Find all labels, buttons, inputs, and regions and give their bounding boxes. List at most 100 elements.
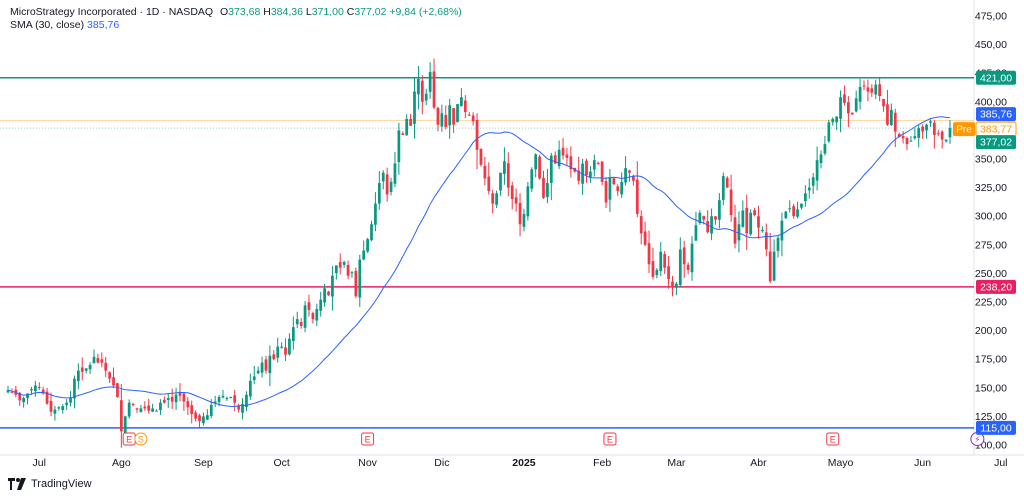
candle-body xyxy=(178,391,182,396)
candle-body xyxy=(315,308,319,321)
candle-body xyxy=(499,172,502,191)
candle-body xyxy=(162,399,166,403)
candle-body xyxy=(151,408,154,412)
legend-c-value: 377,02 xyxy=(354,6,387,18)
brand-label: TradingView xyxy=(31,478,92,490)
candle-body xyxy=(440,113,444,127)
candle-body xyxy=(135,408,139,410)
price-tick-label: 450,00 xyxy=(975,39,1007,51)
candle-body xyxy=(237,405,240,410)
price-tick-label: 300,00 xyxy=(975,211,1007,223)
candle-body xyxy=(792,206,796,217)
price-tick-label: 150,00 xyxy=(975,382,1007,394)
time-tick-label: 2025 xyxy=(512,457,536,469)
legend-o-value: 373,68 xyxy=(228,6,261,18)
candle-body xyxy=(518,202,522,225)
candle-body xyxy=(870,88,874,93)
candle-body xyxy=(182,393,186,402)
candle-body xyxy=(284,347,287,355)
candle-body xyxy=(22,398,26,403)
candle-body xyxy=(526,186,530,217)
candle-body xyxy=(800,203,803,208)
candle-body xyxy=(929,121,932,123)
candle-body xyxy=(245,394,248,408)
candle-body xyxy=(366,239,369,252)
candle-body xyxy=(608,177,612,200)
candle-body xyxy=(604,181,608,203)
candle-body xyxy=(174,394,178,403)
candle-body xyxy=(882,98,885,107)
time-tick-label: Abr xyxy=(750,457,767,469)
candle-body xyxy=(577,170,581,181)
time-tick-label: Mar xyxy=(667,457,686,469)
candle-body xyxy=(878,84,882,97)
candle-body xyxy=(18,392,22,401)
earnings-icon xyxy=(361,432,375,446)
candle-body xyxy=(69,398,72,403)
candle-body xyxy=(131,404,135,406)
candle-body xyxy=(452,108,455,125)
candle-body xyxy=(88,364,92,370)
candle-body xyxy=(467,114,471,116)
price-tick-label: 400,00 xyxy=(975,96,1007,108)
candle-body xyxy=(725,177,729,188)
candle-body xyxy=(671,281,674,288)
support-badge xyxy=(976,279,1016,294)
candle-body xyxy=(635,179,639,214)
last-price-badge-label: 377,02 xyxy=(980,137,1012,149)
candle-body xyxy=(702,216,706,220)
legend-sma-value: 385,76 xyxy=(87,19,120,31)
candle-body xyxy=(807,187,811,191)
candle-body xyxy=(202,416,205,424)
candle-body xyxy=(776,237,780,251)
legend-o-label: O xyxy=(220,6,229,18)
candle-body xyxy=(116,383,119,397)
candle-body xyxy=(643,231,647,245)
candle-body xyxy=(706,221,710,233)
candle-body xyxy=(268,355,272,373)
candle-body xyxy=(139,408,143,413)
candle-body xyxy=(331,275,334,297)
candle-body xyxy=(389,181,393,192)
candle-body xyxy=(377,183,381,204)
candle-body xyxy=(280,346,283,348)
earnings-icon-letter: E xyxy=(830,435,836,445)
candle-body xyxy=(589,171,592,178)
candle-body xyxy=(73,378,76,399)
candle-body xyxy=(299,322,303,327)
candle-body xyxy=(405,118,409,136)
candle-body xyxy=(534,154,538,170)
candle-body xyxy=(780,220,784,241)
earnings-icon xyxy=(603,432,617,446)
candle-body xyxy=(307,302,311,311)
candle-body xyxy=(385,174,389,195)
candle-body xyxy=(370,224,373,241)
pre-badge-label: 383,77 xyxy=(980,124,1012,136)
candle-body xyxy=(205,415,209,420)
candle-body xyxy=(233,395,237,403)
candle-body xyxy=(76,370,80,382)
candle-body xyxy=(506,163,510,188)
candle-body xyxy=(948,128,952,138)
candle-body xyxy=(225,398,229,400)
candle-body xyxy=(381,172,385,182)
time-axis[interactable]: Jul Ago Sep Oct Nov Dic 2025 Feb Mar Abr Mayo Jun Ju… xyxy=(33,457,1008,469)
candle-body xyxy=(913,136,917,139)
price-tick-label: 325,00 xyxy=(975,182,1007,194)
last-price-badge xyxy=(976,135,1016,150)
candle-body xyxy=(428,72,432,92)
candle-body xyxy=(847,102,850,114)
candle-body xyxy=(92,356,96,364)
candle-body xyxy=(393,163,397,184)
candle-body xyxy=(784,211,788,219)
candle-body xyxy=(620,181,624,195)
price-tick-label: 175,00 xyxy=(975,354,1007,366)
candle-body xyxy=(338,261,342,268)
tradingview-brand[interactable]: TradingView xyxy=(8,478,92,490)
time-tick-label: Dic xyxy=(434,457,449,469)
candle-body xyxy=(264,359,268,371)
legend-l-value: 371,00 xyxy=(311,6,344,18)
price-tick-label: 350,00 xyxy=(975,154,1007,166)
candle-body xyxy=(561,147,565,156)
